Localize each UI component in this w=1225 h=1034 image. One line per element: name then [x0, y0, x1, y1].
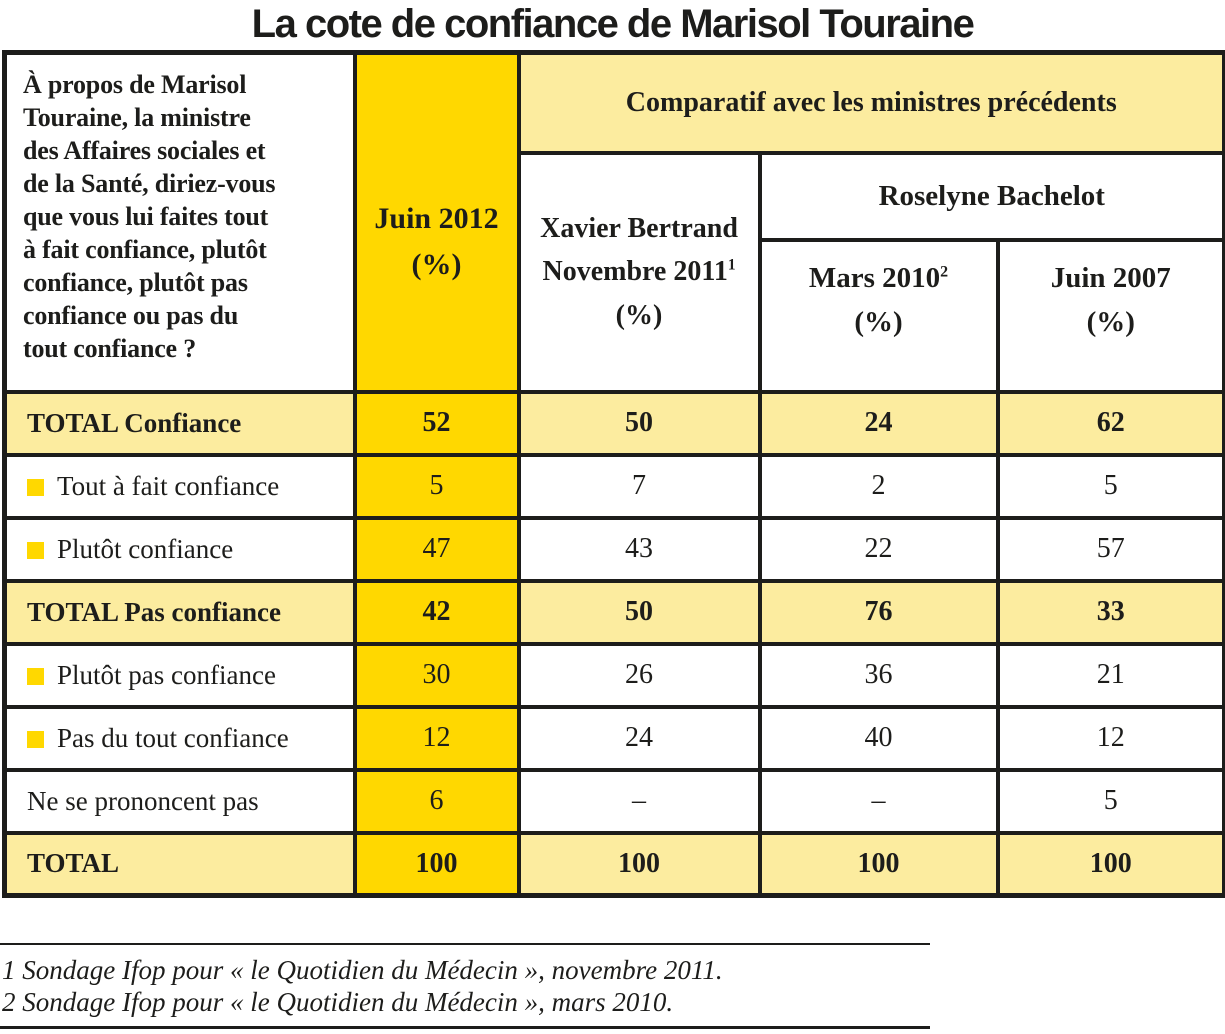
value-cell-juin-2012: 42	[352, 578, 521, 646]
column-header-xavier-bertrand: Xavier Bertrand Novembre 20111 (%)	[516, 150, 762, 394]
row-label-cell: Pas du tout confiance	[2, 704, 357, 772]
value-cell: 5	[995, 452, 1225, 520]
juin-2012-label: Juin 2012	[374, 202, 499, 236]
table-row: Pas du tout confiance 12 24 40 12	[2, 704, 1225, 772]
juin-2012-percent: (%)	[411, 248, 462, 282]
comparatif-header: Comparatif avec les ministres précédents	[516, 50, 1225, 155]
footnotes: 1 Sondage Ifop pour « le Quotidien du Mé…	[0, 943, 930, 1029]
value-cell: 76	[757, 578, 1000, 646]
row-label: TOTAL Pas confiance	[27, 596, 282, 627]
value-cell: 5	[995, 767, 1225, 835]
value-cell: 21	[995, 641, 1225, 709]
column-header-roselyne-bachelot: Roselyne Bachelot	[757, 150, 1225, 242]
row-label: TOTAL Confiance	[27, 407, 242, 438]
value-cell-juin-2012: 5	[352, 452, 521, 520]
yellow-square-icon	[27, 541, 44, 559]
value-cell: 43	[516, 515, 762, 583]
value-cell: 40	[757, 704, 1000, 772]
row-label: Plutôt pas confiance	[57, 659, 276, 690]
value-cell: 24	[516, 704, 762, 772]
value-cell: 22	[757, 515, 1000, 583]
row-label-cell: TOTAL Confiance	[2, 389, 357, 457]
table-row: TOTAL Pas confiance 42 50 76 33	[2, 578, 1225, 646]
yellow-square-icon	[27, 667, 44, 685]
value-cell: 100	[757, 830, 1000, 898]
row-label: Plutôt confiance	[57, 533, 234, 564]
column-header-mars-2010: Mars 20102 (%)	[757, 237, 1000, 394]
value-cell: 2	[757, 452, 1000, 520]
footnote-marker-2: 2	[940, 262, 949, 280]
mars-date: Mars 20102	[808, 261, 949, 294]
value-cell: 50	[516, 389, 762, 457]
row-label: Pas du tout confiance	[57, 722, 289, 753]
value-cell: 26	[516, 641, 762, 709]
value-cell-juin-2012: 47	[352, 515, 521, 583]
mars-percent: (%)	[854, 306, 903, 339]
value-cell: 100	[516, 830, 762, 898]
footnote-2: 2 Sondage Ifop pour « le Quotidien du Mé…	[2, 987, 674, 1018]
value-cell-juin-2012: 6	[352, 767, 521, 835]
question-cell: À propos de Marisol Touraine, la ministr…	[2, 50, 357, 394]
xavier-percent: (%)	[615, 299, 663, 331]
footnote-1: 1 Sondage Ifop pour « le Quotidien du Mé…	[2, 955, 723, 985]
row-label: Tout à fait confiance	[57, 470, 280, 501]
table-row: Plutôt pas confiance 30 26 36 21	[2, 641, 1225, 709]
row-label-cell: Ne se prononcent pas	[2, 767, 357, 835]
table-row: Ne se prononcent pas 6– –5	[2, 767, 1225, 835]
table-row: Tout à fait confiance 5 7 2 5	[2, 452, 1225, 520]
value-cell: 7	[516, 452, 762, 520]
xavier-date: Novembre 20111	[542, 256, 736, 288]
value-cell: 50	[516, 578, 762, 646]
yellow-square-icon	[27, 730, 44, 748]
value-cell: 33	[995, 578, 1225, 646]
value-cell: –	[757, 767, 1000, 835]
row-label-cell: TOTAL	[2, 830, 357, 898]
value-cell: 62	[995, 389, 1225, 457]
value-cell-juin-2012: 100	[352, 830, 521, 898]
value-cell: 12	[995, 704, 1225, 772]
table-row: TOTAL Confiance 52 50 24 62	[2, 389, 1225, 457]
xavier-name: Xavier Bertrand	[540, 212, 738, 244]
row-label-cell: Plutôt confiance	[2, 515, 357, 583]
column-header-juin-2012: Juin 2012 (%)	[352, 50, 521, 394]
footnote-marker-1: 1	[727, 256, 736, 274]
yellow-square-icon	[27, 478, 44, 496]
row-label: Ne se prononcent pas	[27, 785, 259, 816]
juin-2007-date: Juin 2007	[1050, 261, 1171, 294]
row-label: TOTAL	[27, 848, 120, 879]
value-cell: 36	[757, 641, 1000, 709]
value-cell: 100	[995, 830, 1225, 898]
value-cell: 57	[995, 515, 1225, 583]
value-cell-juin-2012: 52	[352, 389, 521, 457]
value-cell-juin-2012: 30	[352, 641, 521, 709]
value-cell: –	[516, 767, 762, 835]
row-label-cell: TOTAL Pas confiance	[2, 578, 357, 646]
column-header-juin-2007: Juin 2007 (%)	[995, 237, 1225, 394]
value-cell-juin-2012: 12	[352, 704, 521, 772]
page-title: La cote de confiance de Marisol Touraine	[251, 2, 975, 46]
row-label-cell: Tout à fait confiance	[2, 452, 357, 520]
row-label-cell: Plutôt pas confiance	[2, 641, 357, 709]
table-row: Plutôt confiance 47 43 22 57	[2, 515, 1225, 583]
confidence-table: À propos de Marisol Touraine, la ministr…	[2, 50, 1225, 898]
juin-2007-percent: (%)	[1086, 306, 1135, 339]
value-cell: 24	[757, 389, 1000, 457]
table-row: TOTAL 100 100 100 100	[2, 830, 1225, 898]
